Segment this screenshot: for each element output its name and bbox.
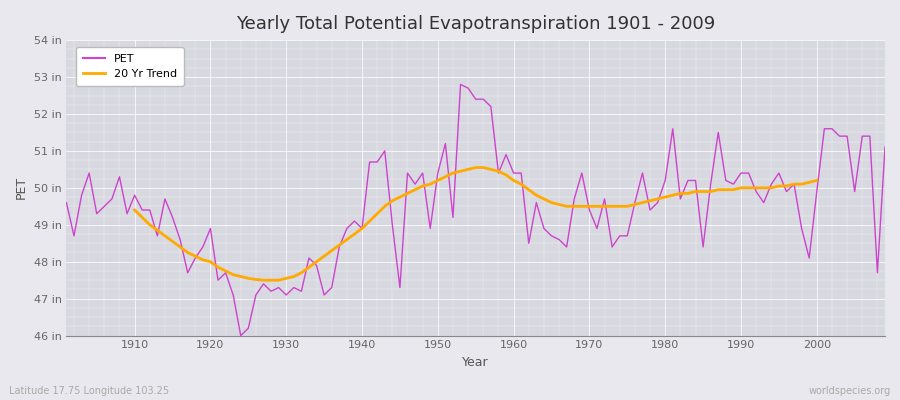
Title: Yearly Total Potential Evapotranspiration 1901 - 2009: Yearly Total Potential Evapotranspiratio… <box>236 15 716 33</box>
Legend: PET, 20 Yr Trend: PET, 20 Yr Trend <box>76 47 184 86</box>
Text: Latitude 17.75 Longitude 103.25: Latitude 17.75 Longitude 103.25 <box>9 386 169 396</box>
Text: worldspecies.org: worldspecies.org <box>809 386 891 396</box>
X-axis label: Year: Year <box>463 356 489 369</box>
Y-axis label: PET: PET <box>15 176 28 200</box>
